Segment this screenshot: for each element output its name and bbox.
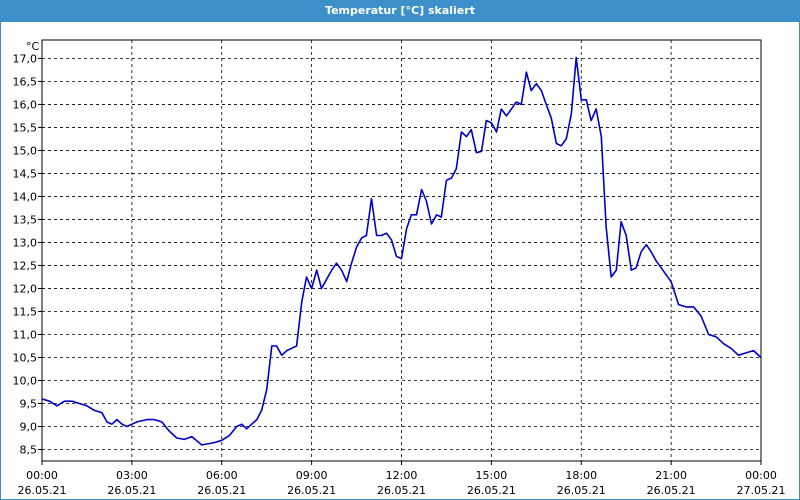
- y-tick-label: 10,0: [13, 374, 38, 387]
- x-tick-date-label: 27.05.21: [737, 484, 786, 497]
- x-tick-labels: 00:00 26.05.21 03:00 26.05.21 06:00 26.05.21 0…: [18, 469, 786, 497]
- x-tick-time-label: 18:00: [565, 469, 597, 482]
- temperature-line: [41, 56, 762, 446]
- y-tick-label: 13,0: [13, 236, 38, 249]
- x-tick-date-label: 26.05.21: [647, 484, 696, 497]
- y-tick-label: 11,0: [13, 328, 38, 341]
- y-tick-label: 14,0: [13, 190, 38, 203]
- x-tick-date-label: 26.05.21: [377, 484, 426, 497]
- x-tick-date-label: 26.05.21: [18, 484, 67, 497]
- x-tick-time-label: 06:00: [206, 469, 238, 482]
- y-tick-label: 17,0: [13, 52, 38, 65]
- x-tick-time-label: 12:00: [386, 469, 418, 482]
- y-tick-labels: 8,5 9,0 9,5 10,0 10,5 11,0 11,5 12,0 12,5 13,0 13,…: [13, 52, 38, 456]
- y-tick-label: 15,0: [13, 144, 38, 157]
- y-tick-label: 16,5: [13, 75, 38, 88]
- y-tick-label: 14,5: [13, 167, 38, 180]
- x-tick-date-label: 26.05.21: [197, 484, 246, 497]
- x-tick-date-label: 26.05.21: [557, 484, 606, 497]
- y-tick-label: 12,0: [13, 282, 38, 295]
- x-tick-date-label: 26.05.21: [467, 484, 516, 497]
- y-tick-label: 9,0: [20, 420, 38, 433]
- window-title: Temperatur [°C] skaliert: [0, 0, 800, 22]
- x-tick-time-label: 09:00: [296, 469, 328, 482]
- y-tick-label: 9,5: [20, 397, 38, 410]
- y-tick-label: 12,5: [13, 259, 38, 272]
- x-tick-time-label: 00:00: [26, 469, 58, 482]
- y-tick-label: 10,5: [13, 351, 38, 364]
- x-tick-time-label: 03:00: [116, 469, 148, 482]
- y-tick-label: 8,5: [20, 443, 38, 456]
- x-tick-date-label: 26.05.21: [107, 484, 156, 497]
- y-tick-label: 16,0: [13, 98, 38, 111]
- x-tick-time-label: 21:00: [655, 469, 687, 482]
- y-tick-label: 15,5: [13, 121, 38, 134]
- y-tick-label: 13,5: [13, 213, 38, 226]
- y-axis-unit-label: °C: [26, 40, 40, 53]
- plot-border: [41, 39, 762, 462]
- grid-lines: [38, 40, 762, 465]
- x-tick-time-label: 15:00: [476, 469, 508, 482]
- y-tick-label: 11,5: [13, 305, 38, 318]
- x-tick-time-label: 00:00: [745, 469, 777, 482]
- x-tick-date-label: 26.05.21: [287, 484, 336, 497]
